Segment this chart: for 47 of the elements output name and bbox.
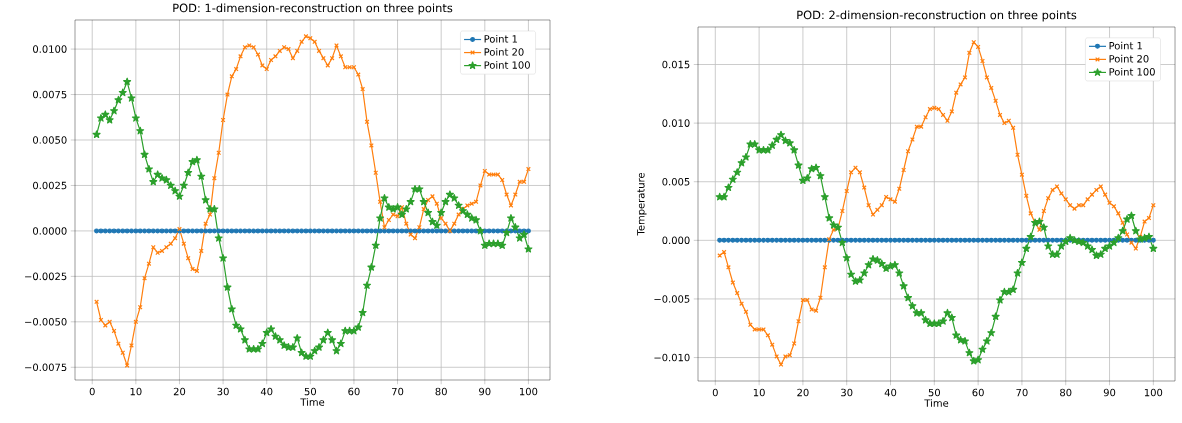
x-tick-label: 80	[435, 387, 447, 396]
x-tick-label: 50	[928, 388, 941, 397]
legend-label: Point 100	[1109, 67, 1155, 76]
x-tick-label: 20	[797, 388, 809, 397]
x-tick-label: 10	[130, 387, 142, 396]
y-tick-label: −0.0050	[25, 318, 67, 326]
y-tick-label: 0.0050	[33, 136, 67, 144]
x-tick-label: 60	[972, 388, 984, 397]
y-tick-label: 0.0000	[33, 227, 67, 235]
x-axis-title: Time	[300, 398, 325, 406]
x-tick-label: 80	[1060, 388, 1072, 397]
x-tick-label: 30	[217, 387, 229, 396]
y-tick-label: −0.010	[654, 353, 690, 362]
x-tick-label: 100	[520, 387, 538, 396]
y-tick-label: −0.0075	[25, 363, 67, 372]
x-tick-label: 0	[712, 388, 718, 397]
legend-label: Point 20	[484, 48, 524, 56]
x-tick-label: 30	[841, 388, 853, 397]
x-tick-label: 100	[1144, 388, 1163, 397]
y-tick-label: 0.015	[662, 60, 690, 69]
legend-label: Point 20	[1109, 54, 1149, 63]
x-tick-label: 40	[884, 388, 897, 397]
x-tick-label: 90	[1103, 388, 1116, 397]
y-tick-label: −0.0025	[25, 272, 67, 281]
x-tick-label: 50	[304, 387, 317, 396]
y-tick-label: 0.0100	[33, 45, 67, 53]
x-tick-label: 90	[479, 387, 491, 396]
x-tick-label: 0	[89, 387, 95, 396]
x-tick-label: 40	[260, 387, 273, 396]
chart-title: POD: 2-dimension-reconstruction on three points	[797, 10, 1077, 22]
x-tick-label: 20	[173, 387, 186, 396]
y-axis-title: Temperature	[637, 172, 647, 236]
legend-label: Point 100	[484, 61, 530, 69]
y-tick-label: 0.005	[662, 177, 690, 186]
y-tick-label: 0.010	[662, 119, 690, 127]
x-tick-label: 70	[1016, 388, 1028, 397]
y-tick-label: 0.000	[662, 236, 690, 245]
y-tick-label: 0.0025	[33, 181, 67, 190]
x-tick-label: 70	[392, 387, 404, 396]
legend-label: Point 1	[484, 34, 517, 43]
legend-label: Point 1	[1109, 41, 1142, 50]
x-tick-label: 10	[753, 388, 765, 397]
y-tick-label: 0.0075	[33, 90, 67, 99]
x-axis-title: Time	[924, 399, 949, 407]
x-tick-label: 60	[348, 387, 360, 396]
y-tick-label: −0.005	[654, 295, 690, 303]
chart-title: POD: 1-dimension-reconstruction on three points	[173, 3, 453, 15]
